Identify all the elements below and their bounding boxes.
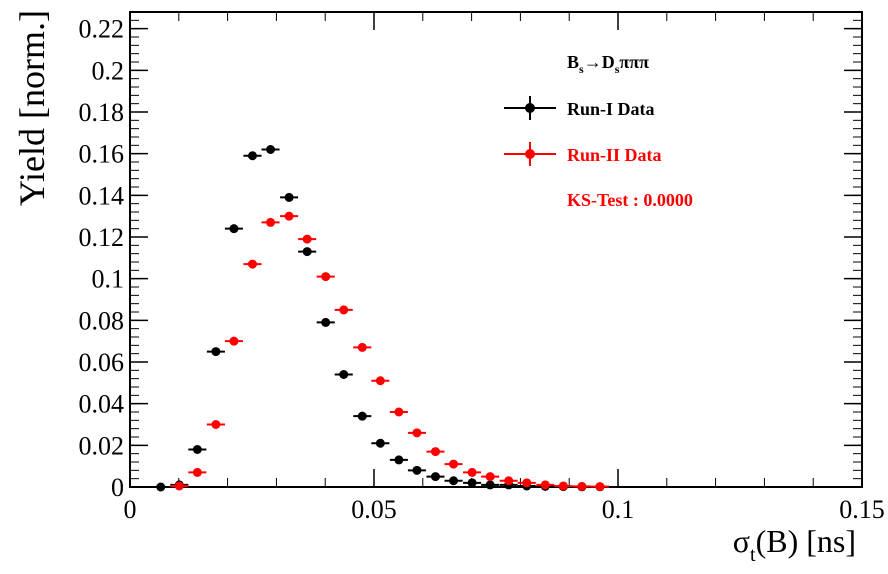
data-point: [174, 481, 184, 491]
y-tick-label: 0.12: [79, 223, 125, 252]
data-point: [467, 467, 477, 477]
y-tick-label: 0.1: [92, 265, 125, 294]
data-point: [266, 217, 276, 227]
data-point: [412, 428, 422, 438]
x-tick-label: 0.1: [602, 495, 635, 524]
plot-frame: [129, 11, 863, 488]
legend-entry-run1: Run-I Data: [504, 96, 655, 120]
y-tick-label: 0.08: [79, 306, 125, 335]
data-point: [577, 481, 587, 491]
series-run1: [151, 145, 609, 492]
y-tick-label: 0.16: [79, 140, 125, 169]
legend-entry-run2: Run-II Data: [504, 142, 662, 166]
y-axis-label: Yield [norm.]: [12, 10, 52, 206]
data-point: [302, 234, 312, 244]
data-point: [284, 192, 294, 202]
data-point: [211, 420, 221, 429]
y-tick-label: 0.06: [79, 348, 125, 377]
data-point: [321, 272, 331, 282]
data-point: [540, 480, 550, 490]
data-point: [302, 247, 312, 257]
data-point: [375, 438, 385, 448]
y-tick-label: 0.04: [79, 390, 125, 419]
y-tick-label: 0.18: [79, 98, 125, 127]
data-point: [247, 259, 257, 269]
legend-label-run1: Run-I Data: [567, 99, 655, 119]
y-tick-label: 0.2: [92, 56, 125, 85]
data-point: [357, 411, 367, 421]
x-tick-label: 0.05: [351, 495, 397, 524]
x-tick-label: 0: [124, 495, 137, 524]
data-point: [375, 376, 385, 386]
data-point: [247, 151, 257, 161]
data-point: [357, 342, 367, 352]
y-tick-label: 0.22: [79, 15, 125, 44]
data-point: [192, 467, 202, 477]
data-point: [192, 445, 202, 454]
data-point: [467, 478, 477, 488]
x-tick-label: 0.15: [839, 495, 885, 524]
legend-marker-run2: [525, 149, 535, 159]
x-axis-label: σt(B) [ns]: [733, 523, 856, 566]
legend: Bs→Dsπππ Run-I Data Run-II Data KS-Test …: [504, 52, 693, 210]
legend-marker-run1: [525, 103, 535, 113]
data-point: [156, 482, 166, 492]
ks-test-label: KS-Test : 0.0000: [567, 190, 693, 210]
plot-axes: 0 0.02 0.04 0.06 0.08 0.1 0.12 0.14 0.16 0.18 0.2 0…: [79, 11, 885, 524]
y-tick-label: 0.02: [79, 431, 125, 460]
data-point: [339, 370, 349, 379]
data-point: [229, 224, 239, 234]
data-point: [558, 481, 568, 491]
data-point: [339, 305, 349, 315]
data-point: [504, 476, 514, 486]
legend-header: Bs→Dsπππ: [567, 52, 649, 76]
series-run2: [170, 211, 609, 492]
data-point: [522, 478, 532, 488]
data-point: [266, 145, 276, 154]
data-point: [394, 455, 404, 465]
data-series-layer: [151, 145, 609, 492]
data-point: [321, 317, 331, 327]
data-point: [485, 472, 495, 482]
y-tick-label: 0.14: [79, 181, 125, 210]
data-point: [211, 347, 221, 357]
data-point: [430, 447, 440, 457]
data-point: [430, 472, 440, 482]
legend-label-run2: Run-II Data: [567, 145, 662, 165]
data-point: [485, 480, 495, 490]
data-point: [394, 407, 404, 417]
data-point: [284, 211, 294, 221]
data-point: [229, 336, 239, 346]
data-point: [412, 465, 422, 475]
y-tick-label: 0: [111, 473, 124, 502]
data-point: [449, 476, 459, 486]
data-point: [595, 482, 605, 492]
data-point: [449, 459, 459, 469]
